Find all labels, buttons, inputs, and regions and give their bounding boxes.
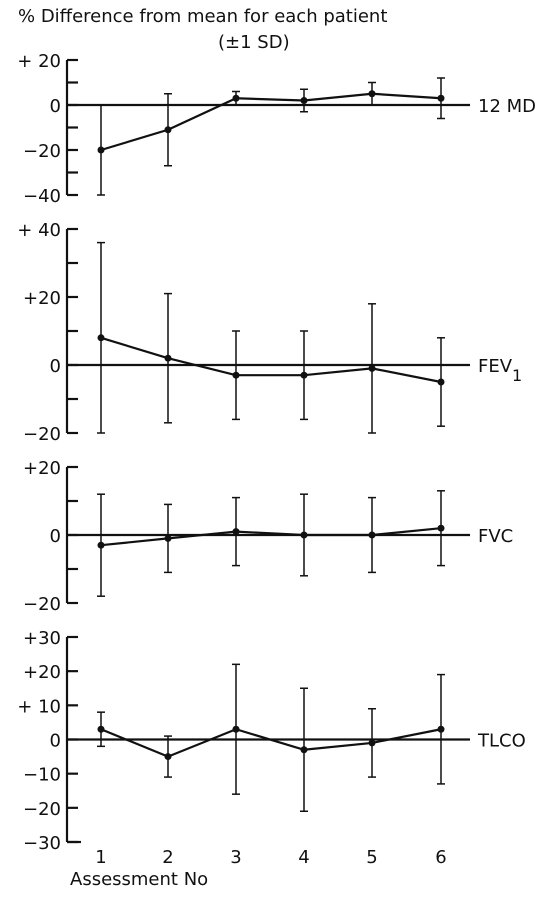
data-point	[232, 528, 240, 536]
data-point	[437, 94, 445, 102]
y-tick-label: 0	[50, 526, 61, 547]
panel-1: + 20 0 −20 −40 12 MD	[17, 51, 536, 207]
y-tick-label: +20	[23, 662, 61, 683]
y-tick-label: + 10	[17, 696, 61, 717]
data-point	[97, 146, 105, 154]
y-tick-label: −10	[23, 765, 61, 786]
data-point	[368, 531, 376, 539]
data-point	[437, 725, 445, 733]
panels: + 20 0 −20 −40 12 MD + 40 +20 0 −20 FEV1 +20 0 −20 FV…	[17, 51, 536, 854]
series-line	[100, 527, 442, 547]
data-point	[232, 725, 240, 733]
series-line	[100, 92, 442, 152]
x-axis: 1 2 3 4 5 6	[67, 840, 447, 868]
data-point	[368, 364, 376, 372]
y-tick-label: +20	[23, 458, 61, 479]
y-tick-label: 0	[50, 356, 61, 377]
y-tick-label: 0	[50, 96, 61, 117]
panel-label: 12 MD	[478, 96, 536, 117]
x-tick-label: 3	[230, 847, 241, 868]
data-point	[368, 739, 376, 747]
data-point	[97, 541, 105, 549]
y-tick-label: −40	[23, 186, 61, 207]
panel-3: +20 0 −20 FVC	[23, 458, 513, 615]
data-point	[97, 334, 105, 342]
data-point	[232, 371, 240, 379]
data-point	[164, 753, 172, 761]
panel-label: FEV1	[478, 356, 522, 385]
data-point	[164, 534, 172, 542]
data-point	[300, 371, 308, 379]
data-point	[437, 524, 445, 532]
panel-2: + 40 +20 0 −20 FEV1	[17, 220, 522, 445]
series-line	[100, 336, 442, 384]
data-point	[97, 725, 105, 733]
chart-title: % Difference from mean for each patient	[18, 6, 387, 27]
y-tick-label: −20	[23, 141, 61, 162]
data-point	[232, 94, 240, 102]
panel-4: +30 +20 + 10 0 −10 −20 −30 TLCO	[17, 628, 525, 854]
y-tick-label: −20	[23, 594, 61, 615]
series-line	[100, 728, 442, 758]
data-point	[368, 90, 376, 98]
y-tick-label: + 20	[17, 51, 61, 72]
data-point	[437, 378, 445, 386]
x-tick-label: 2	[162, 847, 173, 868]
y-tick-label: −30	[23, 833, 61, 854]
data-point	[300, 97, 308, 104]
y-tick-label: + 40	[17, 220, 61, 241]
y-tick-label: −20	[23, 799, 61, 820]
data-point	[164, 354, 172, 362]
x-tick-label: 6	[435, 847, 446, 868]
panel-label: TLCO	[477, 731, 526, 752]
data-point	[164, 126, 172, 134]
panel-label: FVC	[478, 526, 513, 547]
x-axis-label: Assessment No	[70, 869, 208, 890]
y-tick-label: −20	[23, 424, 61, 445]
y-tick-label: +20	[23, 288, 61, 309]
x-tick-label: 4	[298, 847, 309, 868]
y-tick-label: 0	[50, 731, 61, 752]
data-point	[300, 531, 308, 539]
y-tick-label: +30	[23, 628, 61, 649]
chart-subtitle: (±1 SD)	[218, 32, 290, 53]
data-point	[300, 746, 308, 754]
x-tick-label: 5	[366, 847, 377, 868]
panel-label-subscript: 1	[512, 366, 522, 385]
x-tick-label: 1	[95, 847, 106, 868]
